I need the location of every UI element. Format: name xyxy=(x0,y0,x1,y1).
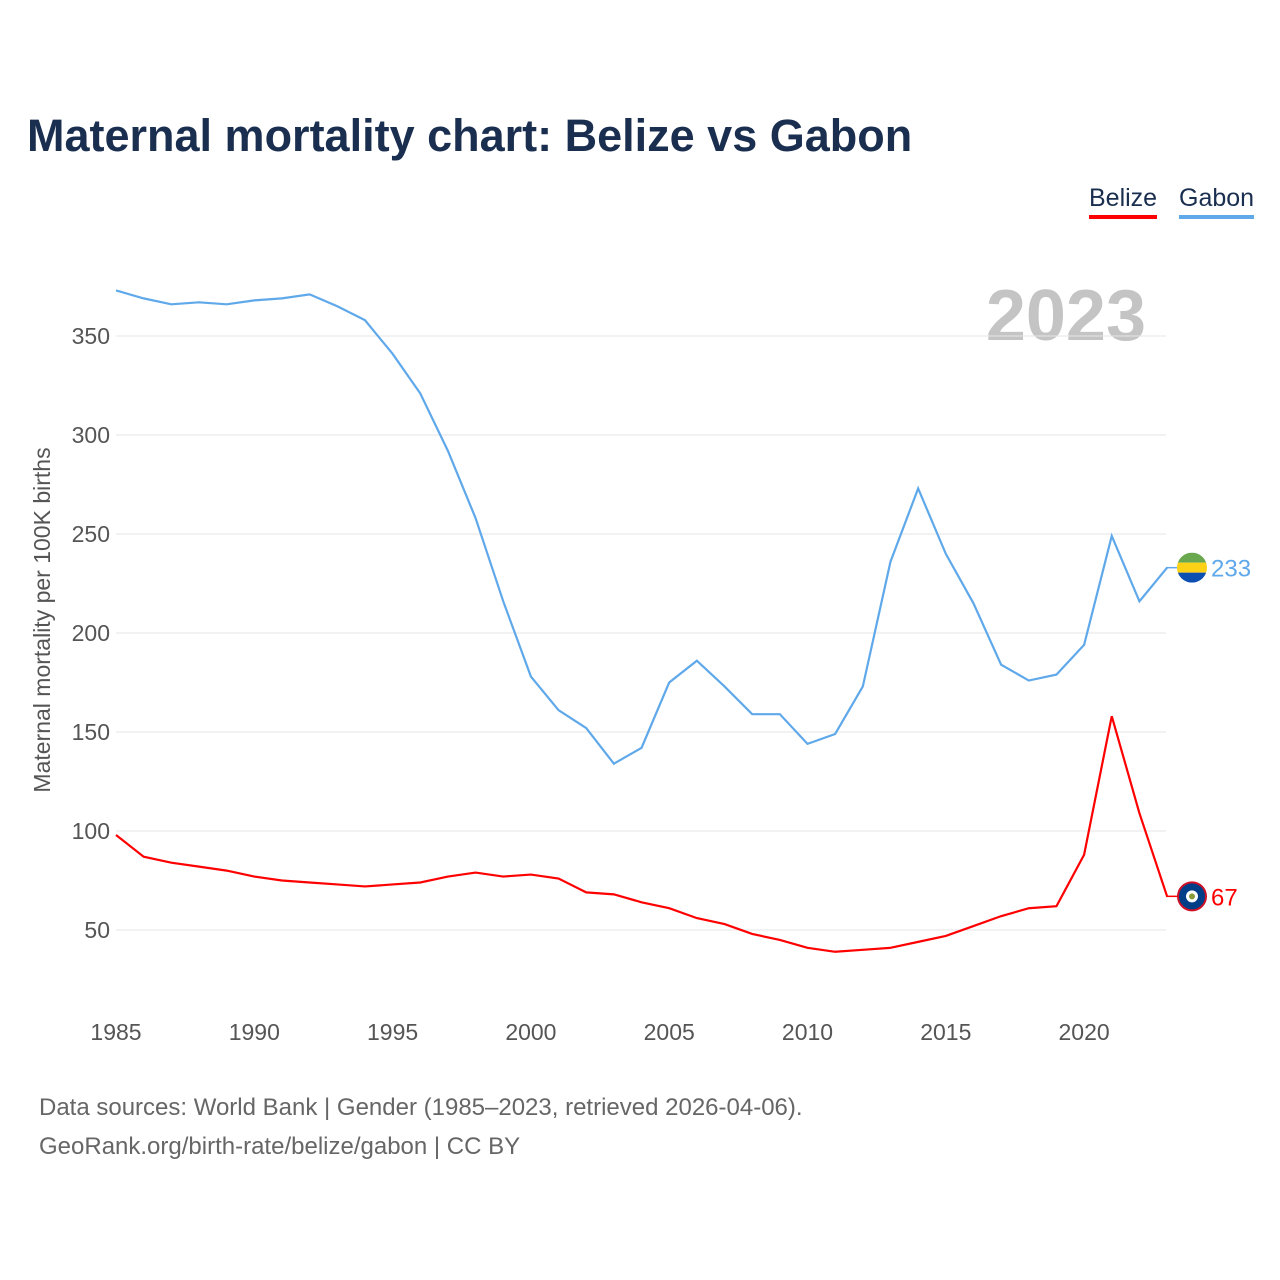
y-axis-label: Maternal mortality per 100K births xyxy=(29,447,55,792)
flag-belize-icon xyxy=(1177,881,1207,912)
y-tick-label: 100 xyxy=(72,818,110,844)
x-tick-label: 2015 xyxy=(920,1019,971,1045)
flag-stripe xyxy=(1177,552,1207,563)
x-tick-label: 2020 xyxy=(1059,1019,1110,1045)
y-tick-label: 150 xyxy=(72,719,110,745)
y-tick-label: 200 xyxy=(72,620,110,646)
flag-emblem-center xyxy=(1189,893,1195,900)
y-tick-label: 50 xyxy=(84,917,110,943)
source-text: Data sources: World Bank | Gender (1985–… xyxy=(39,1094,803,1121)
flag-stripe xyxy=(1177,572,1207,583)
year-watermark: 2023 xyxy=(986,276,1146,356)
x-tick-label: 1985 xyxy=(90,1019,141,1045)
legend-belize[interactable]: Belize xyxy=(1089,184,1158,219)
x-tick-label: 2005 xyxy=(644,1019,695,1045)
series-line-gabon xyxy=(115,289,1168,766)
series-line-belize xyxy=(115,715,1169,953)
x-tick-label: 2010 xyxy=(782,1019,833,1045)
url-text: GeoRank.org/birth-rate/belize/gabon | CC… xyxy=(39,1133,521,1160)
x-tick-label: 2000 xyxy=(505,1019,556,1045)
y-tick-label: 300 xyxy=(72,422,110,448)
y-tick-label: 250 xyxy=(72,521,110,547)
chart-title: Maternal mortality chart: Belize vs Gabo… xyxy=(27,110,913,161)
legend-gabon[interactable]: Gabon xyxy=(1179,184,1255,219)
flag-gabon-icon xyxy=(1177,552,1207,583)
footer: Data sources: World Bank | Gender (1985–… xyxy=(39,1088,803,1166)
end-value-label: 67 xyxy=(1211,884,1238,911)
end-value-label: 233 xyxy=(1211,556,1251,583)
y-tick-label: 350 xyxy=(72,323,110,349)
x-tick-label: 1990 xyxy=(229,1019,280,1045)
x-tick-label: 1995 xyxy=(367,1019,418,1045)
flag-stripe xyxy=(1177,562,1207,573)
